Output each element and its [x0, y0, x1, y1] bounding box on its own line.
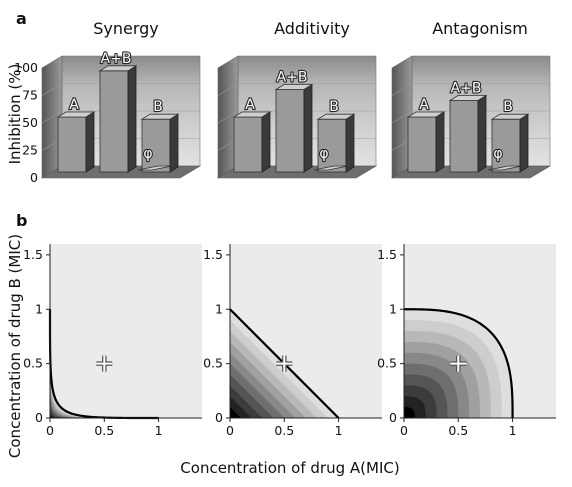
- bar-b-top: [140, 113, 180, 120]
- y-tick-label: 50: [22, 115, 38, 130]
- bar-phi: [313, 165, 349, 171]
- x-tick-label: 1: [509, 423, 517, 438]
- y-tick-label: 25: [22, 143, 38, 158]
- y-tick-label: 0.5: [203, 356, 223, 371]
- isobole-x-axis-title: Concentration of drug A(MIC): [180, 459, 399, 477]
- bar-chart-antagonism: A A+B Bφ: [390, 55, 552, 179]
- isobole-chart-antagonism: 0 0.5 1 1.5 0 0.5 1: [377, 244, 556, 438]
- bar-y-axis-title: Inhibition (%): [6, 64, 24, 165]
- bar-phi: [137, 165, 173, 171]
- plot-background: [50, 244, 202, 418]
- y-tick-label: 1.5: [377, 247, 397, 262]
- x-tick-label: 1: [155, 423, 163, 438]
- bar-a-top: [56, 111, 96, 118]
- point-marker: [96, 355, 113, 372]
- x-tick-label: 1: [335, 423, 343, 438]
- bar-label-b: B: [329, 99, 339, 115]
- y-tick-label: 1: [389, 301, 397, 316]
- gridline: [41, 110, 63, 124]
- bar-b-side: [345, 113, 355, 173]
- bar-b: [317, 118, 347, 173]
- y-tick-label: 1.5: [203, 247, 223, 262]
- bar-a-side: [435, 111, 445, 173]
- y-tick-label: 0.5: [377, 356, 397, 371]
- bar-chart-title-antagonism: Antagonism: [432, 19, 528, 38]
- point-marker: [276, 355, 293, 372]
- bar-a-top: [232, 111, 272, 118]
- gridline: [217, 110, 239, 124]
- isobole-chart-additivity: 0 0.5 1 1.5 0 0.5 1: [203, 244, 382, 438]
- bar-a: [407, 116, 437, 173]
- bar-label-a: A: [245, 97, 255, 113]
- bar-label-a-plus-b: A+B: [101, 51, 132, 67]
- bar-a-side: [261, 111, 271, 173]
- bar-b-side: [519, 113, 529, 173]
- bar-a-plus-b-side: [303, 83, 313, 173]
- gridline: [391, 110, 413, 124]
- y-tick-label: 100: [14, 60, 38, 75]
- bar-charts: 0 25 50 75 100 A A+B Bφ A A+B Bφ A A+B Bφ: [14, 50, 552, 185]
- x-tick-label: 0.5: [94, 423, 114, 438]
- bar-a-top: [406, 111, 446, 118]
- y-tick-label: 0.5: [23, 356, 43, 371]
- bar-a-plus-b: [99, 70, 129, 173]
- bar-a: [233, 116, 263, 173]
- x-tick-label: 0.5: [274, 423, 294, 438]
- y-tick-label: 0: [389, 410, 397, 425]
- panel-b-label: b: [16, 211, 27, 230]
- y-tick-label: 1: [35, 301, 43, 316]
- bar-phi: [487, 165, 523, 171]
- bar-a-plus-b: [449, 100, 479, 173]
- x-tick-label: 0: [226, 423, 234, 438]
- y-tick-label: 0: [35, 410, 43, 425]
- bar-a-plus-b-side: [127, 65, 137, 173]
- bar-a-plus-b-top: [98, 65, 138, 72]
- bar-b: [491, 118, 521, 173]
- bar-label-a: A: [69, 97, 79, 113]
- bar-a: [57, 116, 87, 173]
- isobole-line: [403, 308, 514, 419]
- bar-a-plus-b: [275, 89, 305, 173]
- x-tick-label: 0: [400, 423, 408, 438]
- gridline: [217, 83, 239, 96]
- y-tick-label: 1: [215, 301, 223, 316]
- x-tick-label: 0.5: [448, 423, 468, 438]
- x-tick-label: 0: [46, 423, 54, 438]
- bar-label-b: B: [153, 99, 163, 115]
- bar-chart-synergy: 0 25 50 75 100 A A+B Bφ: [14, 50, 202, 185]
- bar-label-phi: φ: [143, 146, 152, 162]
- bar-a-plus-b-side: [477, 94, 487, 173]
- bar-label-phi: φ: [319, 146, 328, 162]
- bar-label-a: A: [419, 97, 429, 113]
- bar-a-plus-b-top: [274, 84, 314, 90]
- bar-chart-title-additivity: Additivity: [274, 19, 350, 38]
- y-tick-label: 0: [30, 170, 38, 185]
- bar-chart-title-synergy: Synergy: [93, 19, 159, 38]
- gridline: [391, 83, 413, 96]
- isobole-y-axis-title: Concentration of drug B (MIC): [6, 234, 24, 458]
- isobole-charts: 0 0.5 1 1.5 0 0.5 1 0 0.5 1 1.5 0 0.5 1 0 0.5 1 1.5 0 0.5 1: [23, 244, 556, 438]
- y-tick-label: 0: [215, 410, 223, 425]
- bar-label-phi: φ: [493, 146, 502, 162]
- bar-b-top: [316, 113, 356, 120]
- panel-a-label: a: [16, 9, 27, 28]
- isobole-chart-synergy: 0 0.5 1 1.5 0 0.5 1: [23, 244, 202, 438]
- bar-b-side: [169, 113, 179, 173]
- bar-b-top: [490, 113, 530, 120]
- bar-a-side: [85, 111, 95, 173]
- point-marker: [450, 355, 467, 372]
- contour-band: [404, 407, 415, 418]
- bar-label-a-plus-b: A+B: [277, 70, 308, 86]
- contour-band: [230, 407, 241, 418]
- y-tick-label: 1.5: [23, 247, 43, 262]
- y-tick-label: 75: [22, 88, 38, 103]
- bar-label-b: B: [503, 99, 513, 115]
- gridline: [41, 83, 63, 96]
- bar-chart-additivity: A A+B Bφ: [216, 55, 378, 179]
- bar-label-a-plus-b: A+B: [451, 81, 482, 97]
- bar-a-plus-b-top: [448, 95, 488, 101]
